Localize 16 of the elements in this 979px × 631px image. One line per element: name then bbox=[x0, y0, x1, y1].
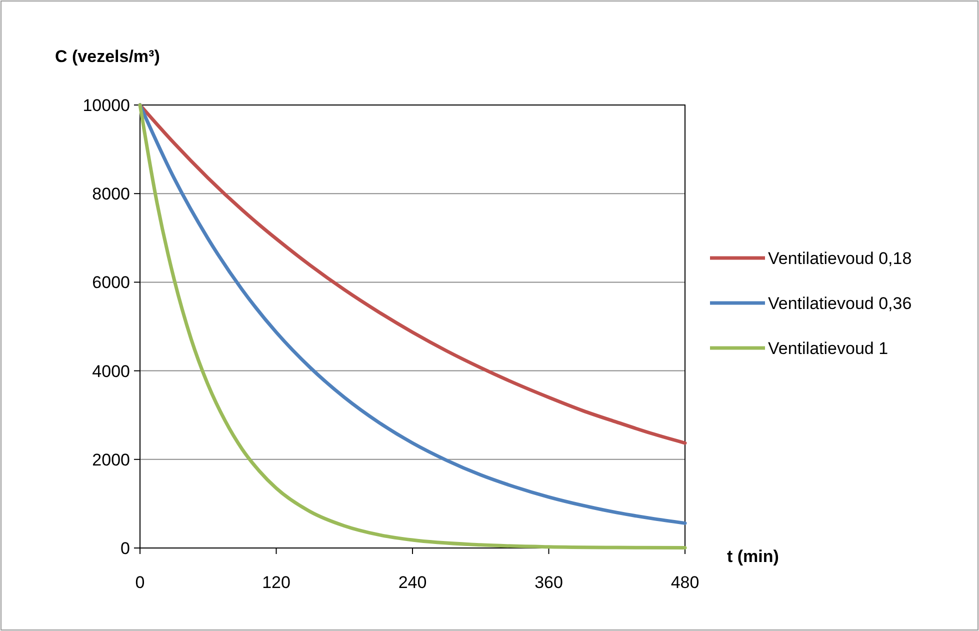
x-tick-label: 480 bbox=[670, 573, 700, 592]
y-tick-label: 10000 bbox=[82, 96, 130, 115]
x-tick-label: 0 bbox=[135, 573, 145, 592]
x-tick-label: 240 bbox=[398, 573, 427, 592]
x-axis-title: t (min) bbox=[727, 547, 779, 566]
legend-label: Ventilatievoud 1 bbox=[768, 338, 888, 358]
y-tick-label: 6000 bbox=[92, 273, 130, 292]
y-axis-title: C (vezels/m³) bbox=[55, 47, 160, 66]
y-tick-label: 0 bbox=[120, 538, 130, 558]
x-tick-label: 120 bbox=[262, 573, 290, 592]
y-tick-label: 2000 bbox=[92, 450, 130, 470]
legend-label: Ventilatievoud 0,36 bbox=[768, 294, 912, 313]
y-tick-label: 4000 bbox=[92, 362, 130, 381]
legend-label: Ventilatievoud 0,18 bbox=[768, 248, 912, 268]
y-tick-label: 8000 bbox=[92, 184, 130, 204]
x-tick-label: 360 bbox=[534, 573, 563, 592]
